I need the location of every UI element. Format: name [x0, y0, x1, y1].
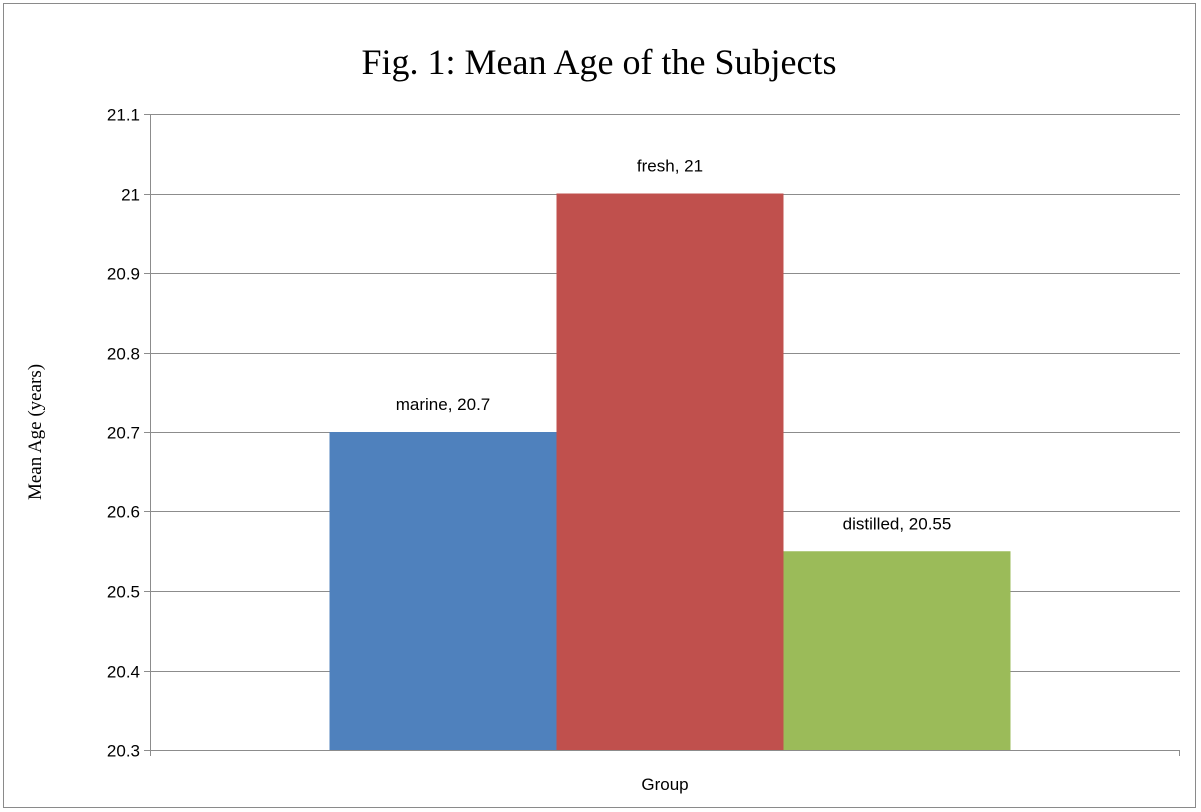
chart-title: Fig. 1: Mean Age of the Subjects: [361, 42, 837, 82]
data-label-fresh: fresh, 21: [637, 157, 703, 176]
y-tick-label: 20.8: [107, 345, 140, 364]
bar-fresh: [556, 193, 784, 750]
y-axis-title: Mean Age (years): [25, 364, 46, 500]
y-tick-label: 20.3: [107, 742, 140, 761]
data-label-distilled: distilled, 20.55: [843, 514, 952, 533]
bar-marine: [329, 432, 557, 750]
bar-distilled: [783, 551, 1011, 750]
y-tick-label: 21.1: [107, 106, 140, 125]
labels: 20.3 20.4 20.5 20.6 20.7 20.8 20.9 21 21.1 marine…: [107, 106, 951, 761]
y-tick-label: 20.9: [107, 265, 140, 284]
y-tick-label: 21: [121, 186, 140, 205]
data-label-marine: marine, 20.7: [396, 395, 491, 414]
y-tick-label: 20.5: [107, 583, 140, 602]
x-axis-title: Group: [641, 775, 688, 794]
y-tick-label: 20.7: [107, 424, 140, 443]
y-tick-label: 20.4: [107, 663, 140, 682]
bars: [329, 193, 1011, 750]
y-tick-label: 20.6: [107, 503, 140, 522]
axes: [144, 114, 1180, 756]
